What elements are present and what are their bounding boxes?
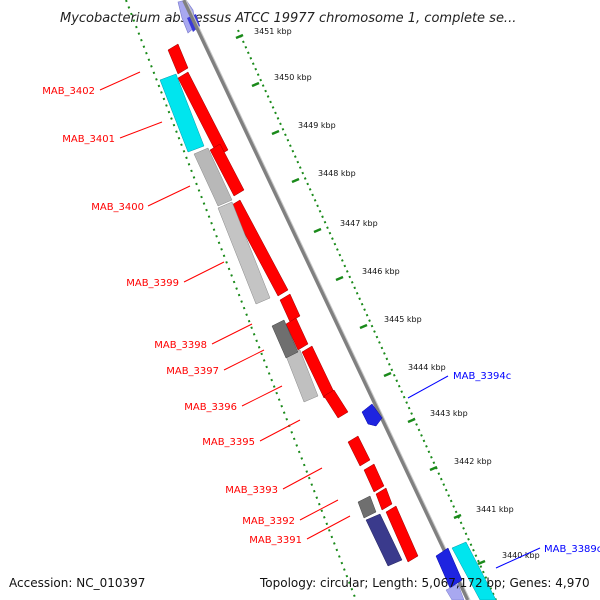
- accession-text: Accession: NC_010397: [9, 576, 146, 590]
- scale-tick-label: 3449 kbp: [298, 121, 336, 130]
- scale-tick: [383, 371, 392, 378]
- scale-tick: [359, 323, 368, 330]
- scale-tick: [335, 275, 344, 282]
- gene-feature-darkgray[interactable]: [271, 319, 299, 359]
- scale-tick-label: 3444 kbp: [408, 363, 446, 372]
- gene-arrow[interactable]: [347, 435, 371, 467]
- scale-tick: [291, 177, 300, 184]
- scale-tick-label: 3448 kbp: [318, 169, 356, 178]
- gene-arrow[interactable]: [279, 293, 301, 323]
- gene-label[interactable]: MAB_3398: [154, 340, 207, 351]
- gene-arrow[interactable]: [285, 317, 309, 351]
- gene-arrow[interactable]: [177, 71, 229, 157]
- gene-label[interactable]: MAB_3396: [184, 402, 237, 413]
- gene-arrow[interactable]: [167, 43, 189, 75]
- gene-label[interactable]: MAB_3400: [91, 202, 144, 213]
- scale-tick: [453, 513, 462, 520]
- gene-feature-cyan[interactable]: [451, 541, 497, 600]
- scale-tick-label: 3447 kbp: [340, 219, 378, 228]
- gene-label-leader: [147, 185, 191, 207]
- scale-tick: [477, 559, 486, 566]
- gene-label[interactable]: MAB_3401: [62, 134, 115, 145]
- scale-tick-label: 3451 kbp: [254, 27, 292, 36]
- gene-label-leader: [211, 323, 253, 345]
- gene-label-leader: [407, 375, 449, 399]
- gene-arrow-reverse[interactable]: [435, 547, 463, 589]
- gene-arrow[interactable]: [209, 143, 245, 197]
- gene-arrow[interactable]: [323, 389, 349, 419]
- scale-ruler: [237, 29, 497, 600]
- scale-tick: [251, 81, 260, 88]
- gene-feature-cyan[interactable]: [159, 73, 205, 153]
- gene-label[interactable]: MAB_3394c: [453, 371, 511, 382]
- gene-label-leader: [119, 121, 163, 139]
- scale-tick: [313, 227, 322, 234]
- scale-tick-label: 3450 kbp: [274, 73, 312, 82]
- gene-features: [159, 43, 497, 600]
- gene-label[interactable]: MAB_3399: [126, 278, 179, 289]
- gene-label[interactable]: MAB_3392: [242, 516, 295, 527]
- gene-arrow[interactable]: [375, 487, 393, 511]
- gene-feature-gray[interactable]: [217, 201, 271, 305]
- gene-label[interactable]: MAB_3389c: [544, 544, 600, 555]
- gene-label-leader: [99, 71, 141, 91]
- scale-tick-label: 3442 kbp: [454, 457, 492, 466]
- gene-labels: MAB_3402 MAB_3401 MAB_3400 MAB_3399 MAB_3398…: [42, 71, 600, 569]
- map-title: Mycobacterium abscessus ATCC 19977 chrom…: [60, 11, 516, 26]
- gene-label-leader: [259, 419, 301, 442]
- scale-tick: [429, 465, 438, 472]
- gene-label[interactable]: MAB_3393: [225, 485, 278, 496]
- chromosome-backbone-shadow: [185, 0, 471, 600]
- scale-tick: [407, 417, 416, 424]
- gene-arrow-reverse[interactable]: [361, 403, 383, 427]
- gene-label-leader: [282, 467, 323, 490]
- scale-ticks: 3451 kbp 3450 kbp 3449 kbp 3448 kbp 3447 kbp…: [235, 27, 540, 566]
- gene-label-leader: [495, 547, 541, 569]
- gene-arrow[interactable]: [363, 463, 385, 493]
- gene-feature-navy[interactable]: [365, 513, 403, 567]
- gene-label[interactable]: MAB_3397: [166, 366, 219, 377]
- chromosome-backbone: [182, 0, 470, 600]
- gene-feature-lavender[interactable]: [445, 583, 465, 600]
- gene-label[interactable]: MAB_3395: [202, 437, 255, 448]
- scale-tick-label: 3445 kbp: [384, 315, 422, 324]
- scale-tick: [271, 129, 280, 136]
- gene-label-leader: [223, 349, 265, 371]
- scale-tick-label: 3443 kbp: [430, 409, 468, 418]
- scale-tick-label: 3441 kbp: [476, 505, 514, 514]
- gene-label-leader: [183, 261, 225, 283]
- topology-text: Topology: circular; Length: 5,067,172 bp…: [260, 576, 590, 590]
- gene-label-leader: [299, 499, 339, 521]
- gene-feature-gray[interactable]: [193, 147, 233, 207]
- scale-tick-label: 3440 kbp: [502, 551, 540, 560]
- inner-track-left: [125, 0, 357, 600]
- gene-label[interactable]: MAB_3391: [249, 535, 302, 546]
- gene-label[interactable]: MAB_3402: [42, 86, 95, 97]
- scale-tick: [235, 33, 244, 40]
- gene-arrow[interactable]: [385, 505, 419, 563]
- gene-label-leader: [241, 385, 283, 407]
- gene-arrow[interactable]: [229, 199, 289, 297]
- gene-label-leader: [306, 515, 351, 540]
- gene-feature-darkgray[interactable]: [357, 495, 377, 519]
- scale-tick-label: 3446 kbp: [362, 267, 400, 276]
